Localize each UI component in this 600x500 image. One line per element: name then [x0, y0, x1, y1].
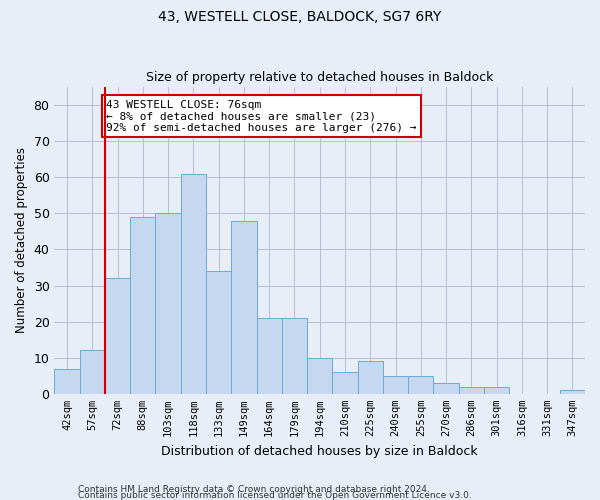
- Bar: [484, 386, 509, 394]
- X-axis label: Distribution of detached houses by size in Baldock: Distribution of detached houses by size …: [161, 444, 478, 458]
- Bar: [206, 271, 231, 394]
- Y-axis label: Number of detached properties: Number of detached properties: [15, 148, 28, 334]
- Bar: [155, 214, 181, 394]
- Bar: [332, 372, 358, 394]
- Bar: [307, 358, 332, 394]
- Bar: [80, 350, 105, 394]
- Text: 43 WESTELL CLOSE: 76sqm
← 8% of detached houses are smaller (23)
92% of semi-det: 43 WESTELL CLOSE: 76sqm ← 8% of detached…: [106, 100, 417, 133]
- Bar: [181, 174, 206, 394]
- Bar: [130, 217, 155, 394]
- Bar: [433, 383, 458, 394]
- Bar: [408, 376, 433, 394]
- Bar: [55, 368, 80, 394]
- Bar: [231, 220, 257, 394]
- Text: 43, WESTELL CLOSE, BALDOCK, SG7 6RY: 43, WESTELL CLOSE, BALDOCK, SG7 6RY: [158, 10, 442, 24]
- Bar: [282, 318, 307, 394]
- Title: Size of property relative to detached houses in Baldock: Size of property relative to detached ho…: [146, 72, 493, 85]
- Bar: [560, 390, 585, 394]
- Bar: [105, 278, 130, 394]
- Bar: [458, 386, 484, 394]
- Bar: [257, 318, 282, 394]
- Text: Contains HM Land Registry data © Crown copyright and database right 2024.: Contains HM Land Registry data © Crown c…: [78, 485, 430, 494]
- Bar: [358, 362, 383, 394]
- Text: Contains public sector information licensed under the Open Government Licence v3: Contains public sector information licen…: [78, 491, 472, 500]
- Bar: [383, 376, 408, 394]
